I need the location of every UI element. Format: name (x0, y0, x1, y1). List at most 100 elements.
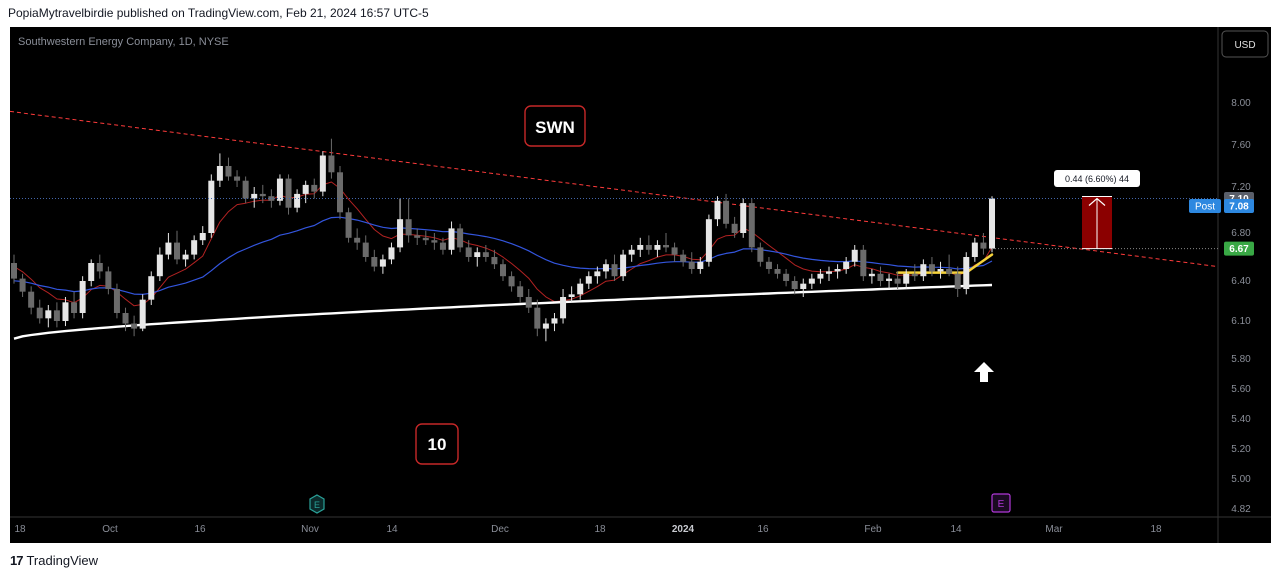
chart-frame: 8.00 7.60 7.20 6.80 6.40 6.10 5.80 5.60 5.40 5.20… (9, 27, 1271, 543)
price-tick-label: 7.20 (1231, 182, 1251, 193)
earnings-marker-past[interactable]: E (309, 494, 325, 514)
candle-body (774, 269, 781, 274)
candle-body (903, 273, 910, 284)
candle-body (276, 178, 283, 201)
candle-body (105, 271, 112, 289)
up-arrow-icon (974, 362, 994, 382)
candle (954, 266, 961, 297)
candle (96, 254, 103, 279)
candle-body (482, 252, 489, 257)
candle (697, 257, 704, 274)
time-tick-label: 16 (757, 524, 769, 535)
candle-body (388, 247, 395, 260)
candle-body (422, 237, 429, 241)
candle (680, 249, 687, 267)
candle-body (182, 254, 189, 260)
candle-body (534, 307, 541, 329)
candle (851, 245, 858, 267)
candle-body (551, 318, 558, 324)
footer-brand[interactable]: 17 TradingView (10, 553, 98, 568)
candle-body (319, 155, 326, 192)
candle (903, 269, 910, 289)
candle (422, 230, 429, 245)
time-tick-label: 18 (14, 524, 26, 535)
candle-body (791, 281, 798, 289)
candle (122, 307, 129, 332)
candle (294, 189, 301, 213)
price-axis[interactable]: 8.00 7.60 7.20 6.80 6.40 6.10 5.80 5.60 5.40 5.20… (1231, 98, 1251, 515)
candle (276, 174, 283, 206)
candle-body (894, 278, 901, 284)
time-axis[interactable]: 18 Oct 16 Nov 14 Dec 18 2024 16 Feb 14 Mar 18 (14, 524, 1162, 535)
candle (28, 286, 35, 315)
candle-body (379, 259, 386, 267)
candle-body (96, 263, 103, 272)
candle-body (414, 235, 421, 238)
time-tick-label: Dec (491, 524, 509, 535)
count-label: 10 (428, 435, 447, 454)
annotations (10, 198, 1218, 250)
candle (971, 237, 978, 262)
candle-body (954, 273, 961, 289)
candle-body (19, 278, 26, 292)
candle (45, 305, 52, 328)
candle (491, 249, 498, 269)
candle-body (439, 242, 446, 250)
currency-button[interactable]: USD (1221, 30, 1269, 58)
candle (980, 233, 987, 255)
candle-body (259, 193, 266, 197)
candle-body (139, 299, 146, 329)
candle (500, 259, 506, 281)
candle-body (216, 166, 223, 181)
candle (637, 237, 644, 257)
candle-body (431, 240, 438, 243)
candle-body (611, 264, 618, 277)
candle-body (560, 297, 567, 319)
candle-body (508, 276, 515, 287)
candle (946, 254, 953, 277)
post-label-badge (1189, 198, 1221, 213)
candle-body (594, 271, 601, 277)
earnings-marker-upcoming[interactable]: E (991, 493, 1011, 513)
candle-body (843, 261, 850, 269)
candle-body (156, 254, 163, 277)
candle (843, 257, 850, 274)
candle-body (817, 273, 824, 279)
candle (448, 221, 455, 255)
candle (517, 281, 524, 303)
candle (259, 184, 266, 204)
candle (302, 180, 309, 204)
candle (165, 233, 172, 260)
post-price-text: 7.08 (1229, 201, 1249, 212)
candle-body (491, 257, 498, 265)
candle-body (542, 323, 549, 329)
candle-body (62, 302, 69, 321)
candle (482, 245, 489, 262)
candle-body (208, 180, 215, 233)
candle-body (688, 261, 695, 269)
candle (705, 214, 712, 267)
candle-body (800, 283, 807, 289)
candle (79, 276, 86, 319)
time-tick-label: 18 (1150, 524, 1162, 535)
candle-body (826, 271, 832, 274)
candle (525, 289, 532, 313)
candle (362, 235, 369, 262)
candle (654, 240, 661, 257)
time-tick-label: 2024 (672, 524, 695, 535)
price-tick-label: 5.40 (1231, 414, 1251, 425)
candle-body (174, 242, 180, 260)
candle (577, 278, 584, 300)
time-tick-label: 16 (194, 524, 206, 535)
measure-arrow-head (1088, 197, 1106, 206)
candle (860, 245, 867, 281)
ema-mid-line (13, 216, 993, 295)
count-label-box: 10 (415, 423, 459, 465)
price-chart[interactable]: 8.00 7.60 7.20 6.80 6.40 6.10 5.80 5.60 5.40 5.20… (9, 27, 1271, 543)
candle (208, 174, 215, 238)
candle (645, 235, 652, 255)
candle-body (577, 283, 584, 295)
candle (182, 249, 189, 267)
candle (774, 264, 781, 279)
measure-tool[interactable]: 0.44 (6.60%) 44 (1054, 170, 1140, 250)
